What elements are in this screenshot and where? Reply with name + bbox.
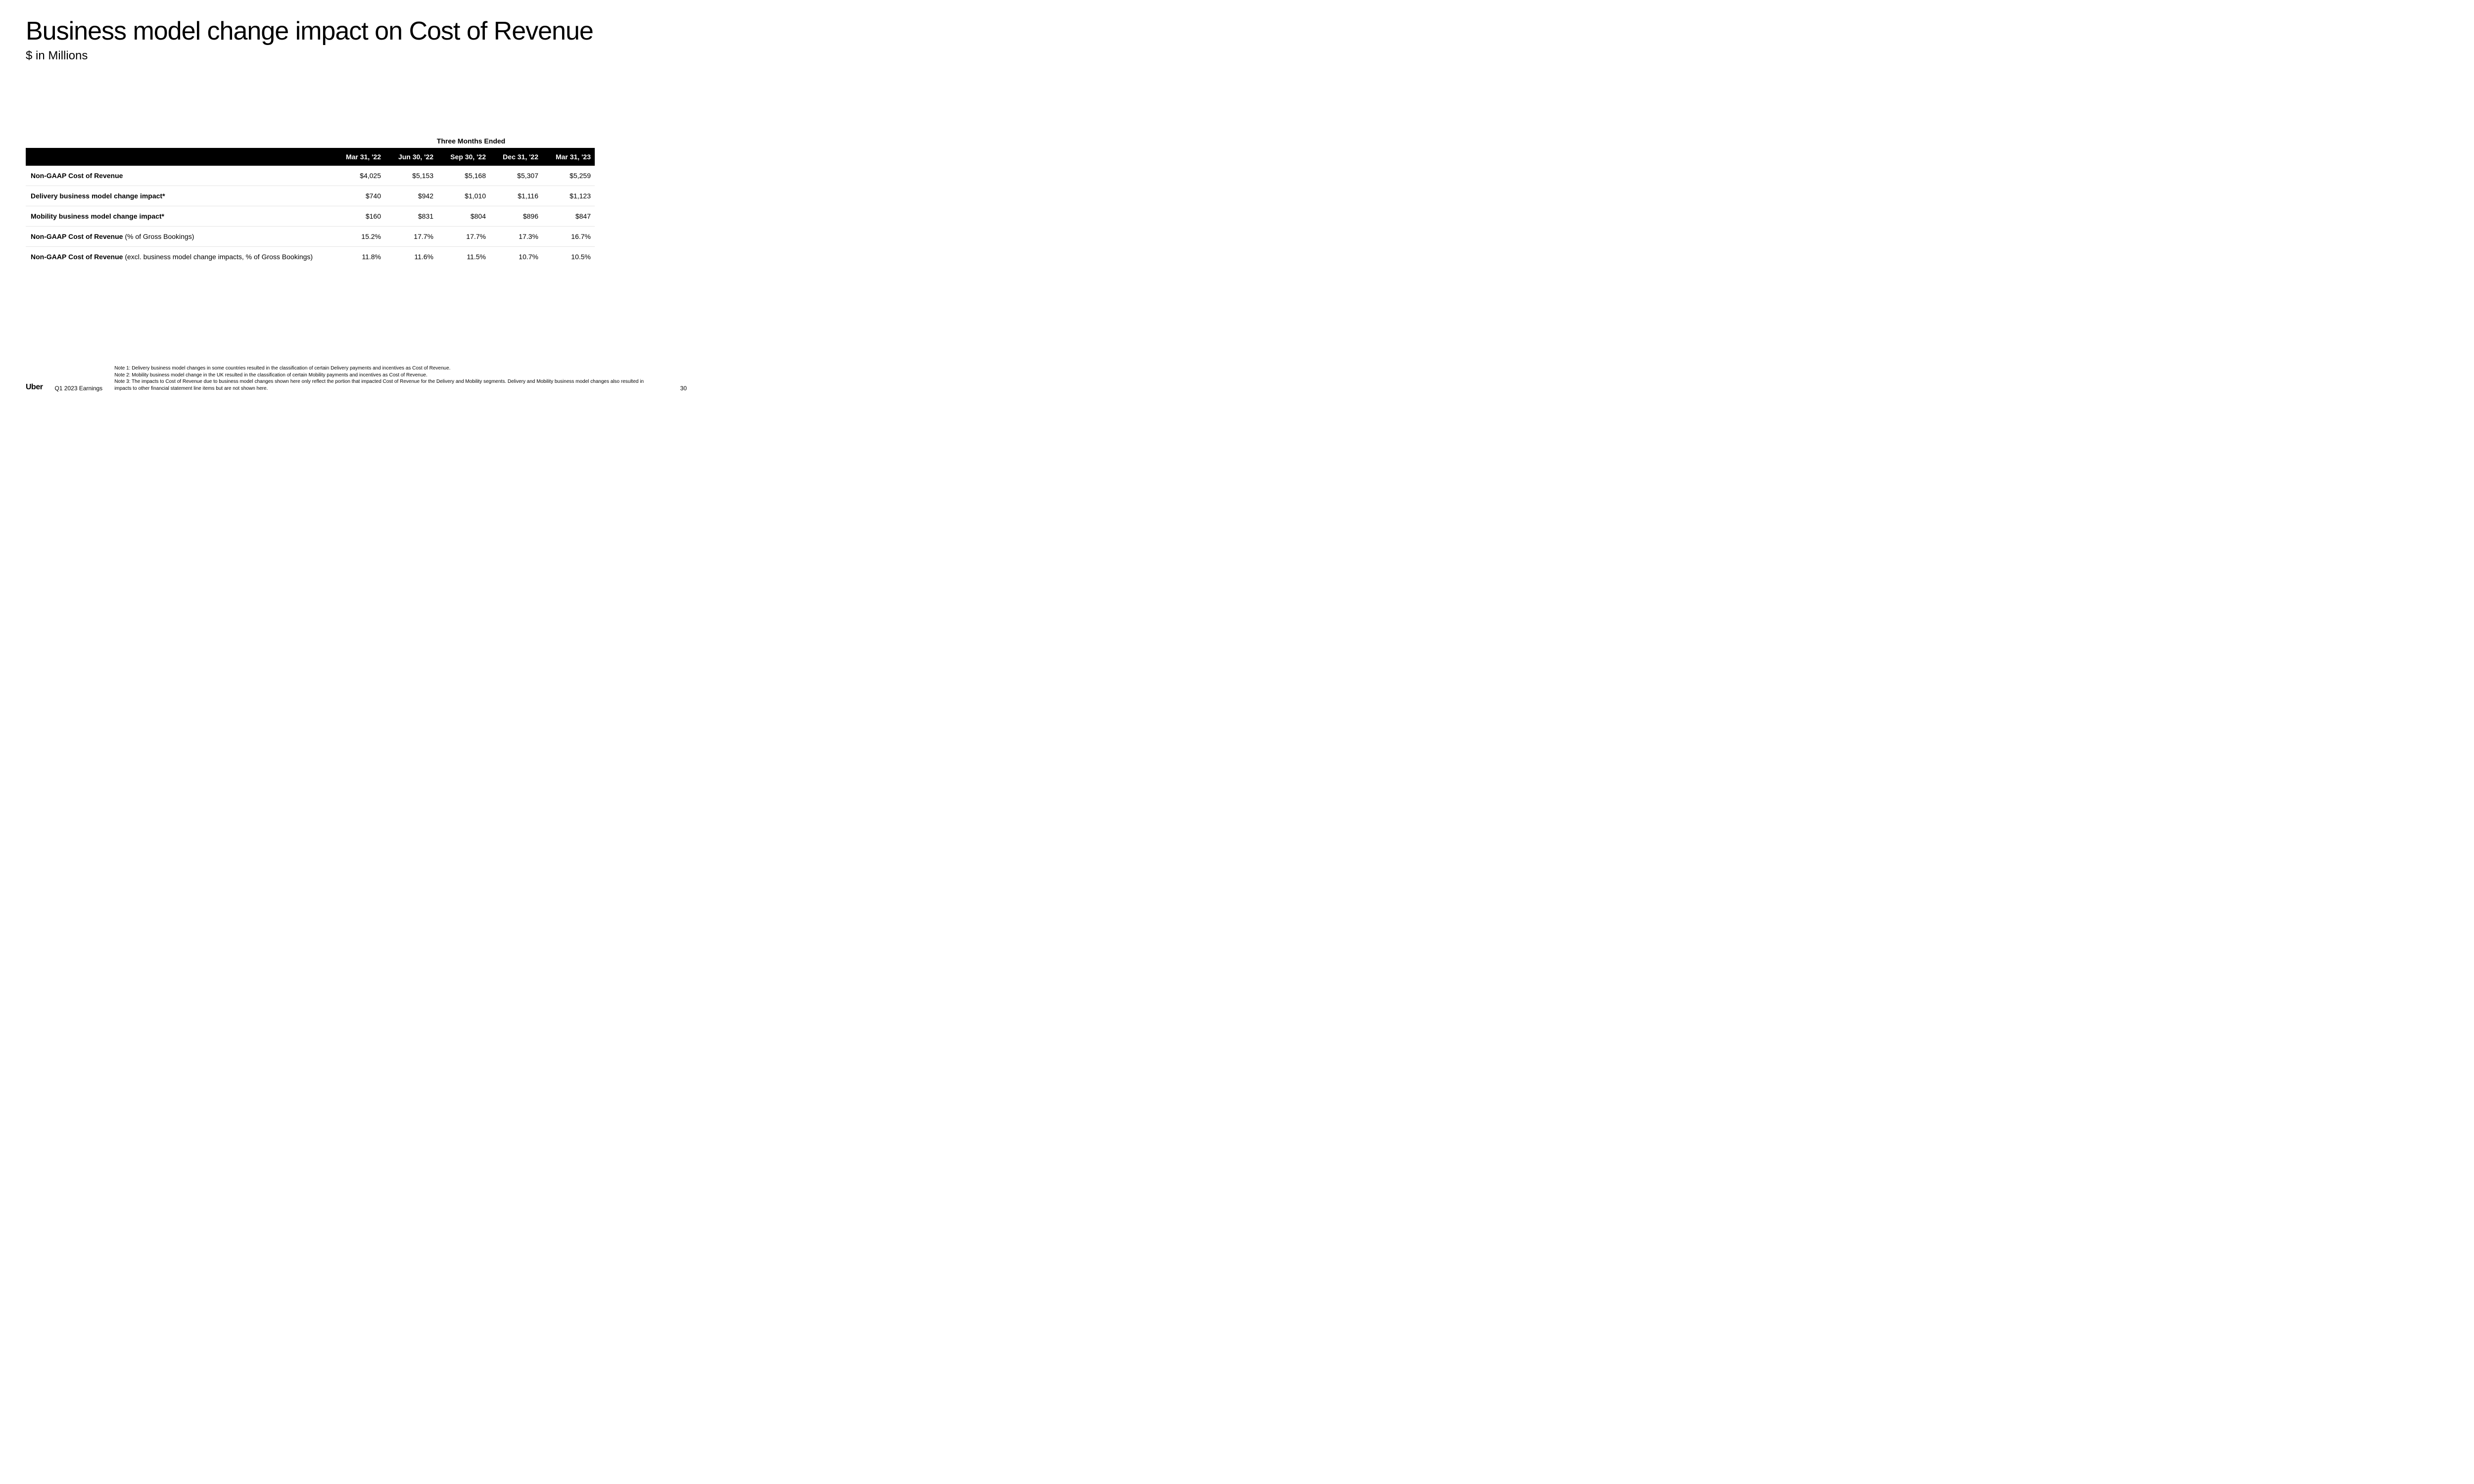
table-cell: 17.7% [385,226,437,246]
table-header-row: Mar 31, '22 Jun 30, '22 Sep 30, '22 Dec … [26,148,595,166]
page-number: 30 [680,385,687,392]
table-cell: $1,123 [542,186,595,206]
table-cell: 17.7% [437,226,490,246]
table-row: Non-GAAP Cost of Revenue (% of Gross Boo… [26,226,595,246]
data-table-container: Three Months Ended Mar 31, '22 Jun 30, '… [26,137,595,267]
footnote-line: Note 1: Delivery business model changes … [114,365,649,372]
table-cell: $896 [490,206,542,226]
footnotes: Note 1: Delivery business model changes … [114,365,649,392]
table-cell: $1,116 [490,186,542,206]
table-cell: $160 [333,206,385,226]
table-header-col: Mar 31, '23 [542,148,595,166]
row-label: Non-GAAP Cost of Revenue (excl. business… [26,246,333,267]
table-cell: $831 [385,206,437,226]
table-row: Non-GAAP Cost of Revenue (excl. business… [26,246,595,267]
table-row: Non-GAAP Cost of Revenue $4,025 $5,153 $… [26,166,595,186]
table-cell: $5,307 [490,166,542,186]
table-header-col: Jun 30, '22 [385,148,437,166]
table-cell: 15.2% [333,226,385,246]
table-cell: 11.5% [437,246,490,267]
table-cell: $1,010 [437,186,490,206]
row-label: Mobility business model change impact* [26,206,333,226]
uber-logo: Uber [26,383,43,392]
slide-footer: Uber Q1 2023 Earnings Note 1: Delivery b… [26,365,687,392]
table-header-blank [26,148,333,166]
row-label: Non-GAAP Cost of Revenue [26,166,333,186]
table-cell: $804 [437,206,490,226]
row-label: Non-GAAP Cost of Revenue (% of Gross Boo… [26,226,333,246]
row-label: Delivery business model change impact* [26,186,333,206]
table-cell: $5,259 [542,166,595,186]
table-cell: $5,168 [437,166,490,186]
table-header-col: Mar 31, '22 [333,148,385,166]
table-row: Mobility business model change impact* $… [26,206,595,226]
table-cell: $847 [542,206,595,226]
footnote-line: Note 2: Mobility business model change i… [114,372,649,379]
table-header-col: Sep 30, '22 [437,148,490,166]
page-title: Business model change impact on Cost of … [26,18,687,45]
table-cell: 17.3% [490,226,542,246]
table-cell: 11.8% [333,246,385,267]
table-cell: 10.5% [542,246,595,267]
footnote-line: Note 3: The impacts to Cost of Revenue d… [114,378,649,392]
table-cell: 11.6% [385,246,437,267]
table-cell: $4,025 [333,166,385,186]
page-subtitle: $ in Millions [26,49,687,63]
table-cell: 16.7% [542,226,595,246]
table-row: Delivery business model change impact* $… [26,186,595,206]
table-super-header: Three Months Ended [26,137,595,148]
table-header-col: Dec 31, '22 [490,148,542,166]
table-cell: $5,153 [385,166,437,186]
cost-of-revenue-table: Mar 31, '22 Jun 30, '22 Sep 30, '22 Dec … [26,148,595,267]
earnings-label: Q1 2023 Earnings [54,385,102,392]
table-cell: 10.7% [490,246,542,267]
table-cell: $740 [333,186,385,206]
table-cell: $942 [385,186,437,206]
